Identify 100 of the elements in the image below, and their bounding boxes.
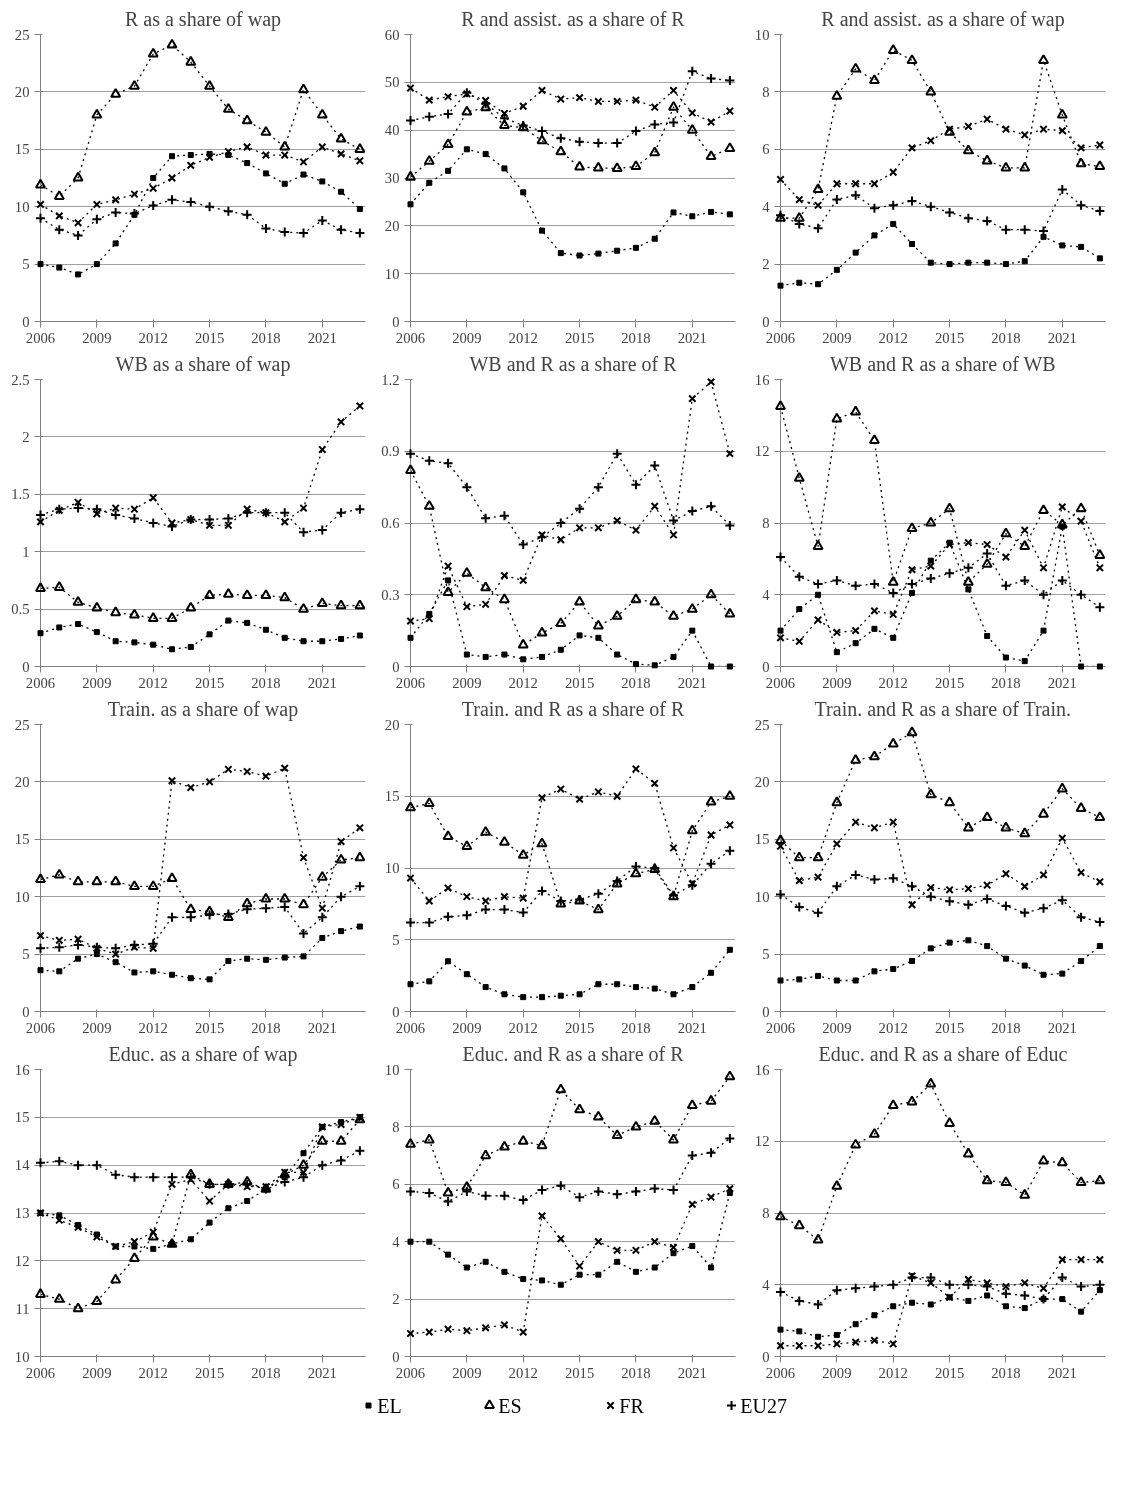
x-tick-label: 2015 — [934, 1019, 965, 1036]
x-tick-label: 2018 — [621, 329, 651, 346]
y-tick-label: 4 — [762, 1276, 771, 1293]
y-tick-label: 0 — [22, 1003, 30, 1020]
chart-title: Educ. and R as a share of Educ — [818, 1042, 1068, 1065]
chart-title: WB as a share of wap — [115, 352, 291, 376]
y-tick-label: 10 — [14, 1348, 30, 1365]
y-tick-label: 0 — [22, 658, 30, 675]
x-tick-label: 2018 — [251, 674, 281, 691]
y-tick-label: 14 — [14, 1157, 31, 1174]
legend-label: EU27 — [740, 1394, 787, 1417]
y-tick-label: 0.6 — [381, 515, 400, 531]
y-tick-label: 2 — [392, 1291, 400, 1308]
x-tick-label: 2006 — [395, 329, 426, 346]
y-tick-label: 60 — [384, 26, 400, 43]
x-tick-label: 2006 — [395, 1364, 426, 1381]
chart-title: R and assist. as a share of R — [461, 7, 686, 30]
y-tick-label: 25 — [14, 716, 30, 733]
y-tick-label: 4 — [762, 198, 771, 215]
legend-label: ES — [498, 1394, 522, 1417]
y-tick-label: 5 — [392, 931, 400, 948]
x-tick-label: 2015 — [564, 329, 595, 346]
x-tick-label: 2009 — [452, 1019, 482, 1036]
chart-title: Educ. and R as a share of R — [462, 1042, 685, 1065]
x-tick-label: 2021 — [307, 1019, 337, 1036]
x-tick-label: 2021 — [677, 674, 707, 691]
y-tick-label: 5 — [22, 946, 30, 963]
x-tick-label: 2009 — [82, 1364, 112, 1381]
y-tick-label: 20 — [384, 716, 400, 733]
x-tick-label: 2006 — [25, 1019, 56, 1036]
x-tick-label: 2021 — [677, 1364, 707, 1381]
x-tick-label: 2018 — [621, 674, 651, 691]
x-tick-label: 2021 — [677, 1019, 707, 1036]
x-tick-label: 2009 — [822, 1019, 852, 1036]
x-tick-label: 2015 — [564, 1364, 595, 1381]
y-tick-label: 15 — [14, 141, 30, 158]
x-tick-label: 2012 — [138, 1019, 168, 1036]
y-tick-label: 20 — [14, 773, 30, 790]
y-tick-label: 10 — [14, 888, 30, 905]
chart-title: R and assist. as a share of wap — [821, 7, 1065, 31]
y-tick-label: 0 — [392, 313, 400, 330]
y-tick-label: 16 — [14, 1061, 30, 1078]
y-tick-label: 1.5 — [11, 486, 30, 503]
x-tick-label: 2006 — [765, 674, 796, 691]
x-tick-label: 2021 — [307, 674, 337, 691]
x-tick-label: 2021 — [1047, 1364, 1077, 1381]
x-tick-label: 2012 — [878, 1019, 908, 1036]
y-tick-label: 5 — [22, 256, 30, 273]
y-tick-label: 12 — [14, 1252, 30, 1269]
x-tick-label: 2015 — [194, 1364, 225, 1381]
chart-title: Train. as a share of wap — [107, 697, 299, 721]
x-tick-label: 2015 — [564, 674, 595, 691]
x-tick-label: 2015 — [564, 1019, 595, 1036]
x-tick-label: 2012 — [878, 1364, 908, 1381]
x-tick-label: 2018 — [621, 1364, 651, 1381]
y-tick-label: 0.5 — [11, 601, 30, 618]
y-tick-label: 0.9 — [381, 443, 400, 460]
y-tick-label: 15 — [754, 831, 770, 848]
x-tick-label: 2012 — [508, 1364, 538, 1381]
y-tick-label: 30 — [384, 170, 400, 186]
y-tick-label: 6 — [762, 141, 770, 158]
x-tick-label: 2009 — [822, 329, 852, 346]
y-tick-label: 20 — [14, 83, 30, 100]
y-tick-label: 8 — [762, 515, 770, 531]
y-tick-label: 8 — [392, 1118, 400, 1135]
x-tick-label: 2015 — [194, 674, 225, 691]
x-tick-label: 2021 — [1047, 329, 1077, 346]
y-tick-label: 10 — [384, 860, 400, 876]
y-tick-label: 0 — [392, 1348, 400, 1365]
x-tick-label: 2009 — [452, 674, 482, 691]
chart-title: WB and R as a share of WB — [829, 352, 1056, 375]
y-tick-label: 10 — [754, 26, 770, 43]
y-tick-label: 5 — [762, 946, 770, 963]
x-tick-label: 2021 — [1047, 1019, 1077, 1036]
y-tick-label: 15 — [384, 788, 400, 805]
x-tick-label: 2021 — [307, 329, 337, 346]
x-tick-label: 2012 — [878, 674, 908, 691]
x-tick-label: 2009 — [82, 1019, 112, 1036]
x-tick-label: 2012 — [878, 329, 908, 346]
legend-label: EL — [377, 1394, 402, 1417]
y-tick-label: 11 — [15, 1300, 30, 1317]
y-tick-label: 15 — [14, 831, 30, 848]
y-tick-label: 10 — [384, 265, 400, 282]
x-tick-label: 2021 — [1047, 674, 1077, 691]
y-tick-label: 4 — [762, 586, 771, 603]
x-tick-label: 2006 — [25, 329, 56, 346]
y-tick-label: 2 — [762, 256, 770, 273]
y-tick-label: 0 — [392, 658, 400, 675]
x-tick-label: 2015 — [934, 1364, 965, 1381]
y-tick-label: 1.2 — [381, 371, 400, 388]
x-tick-label: 2018 — [991, 674, 1021, 691]
y-tick-label: 20 — [754, 773, 770, 790]
x-tick-label: 2009 — [82, 329, 112, 346]
x-tick-label: 2018 — [251, 1364, 281, 1381]
x-tick-label: 2009 — [82, 674, 112, 691]
chart-title: Train. and R as a share of Train. — [814, 697, 1072, 720]
y-tick-label: 8 — [762, 1205, 770, 1221]
chart-title: Educ. as a share of wap — [108, 1042, 298, 1066]
y-tick-label: 0 — [392, 1003, 400, 1020]
x-tick-label: 2015 — [934, 674, 965, 691]
